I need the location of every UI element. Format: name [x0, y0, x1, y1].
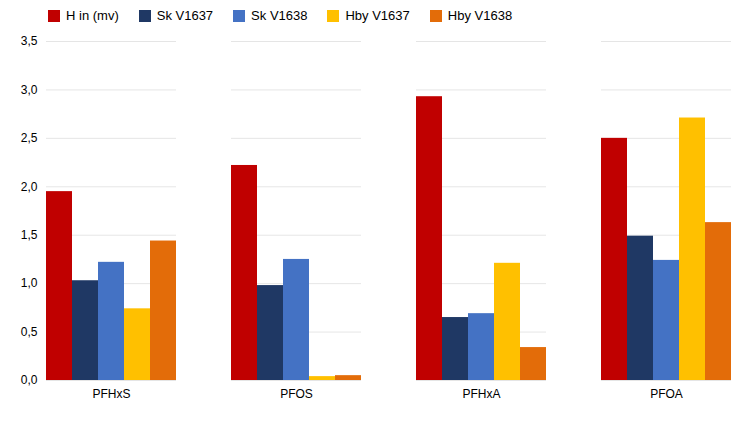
html-text:H in (mv): H in (mv)	[66, 8, 119, 23]
svg-text:3,0: 3,0	[21, 83, 38, 97]
svg-text:2,0: 2,0	[21, 180, 38, 194]
svg-text:PFHxA: PFHxA	[462, 387, 500, 401]
svg-text:3,5: 3,5	[21, 34, 38, 48]
svg-text:0,5: 0,5	[21, 325, 38, 339]
html-text:Hby V1638: Hby V1638	[447, 8, 513, 23]
svg-text:2,5: 2,5	[21, 131, 38, 145]
svg-text:1,0: 1,0	[21, 276, 38, 290]
html-text:Sk V1637: Sk V1637	[156, 8, 214, 23]
svg-text:0,0: 0,0	[21, 373, 38, 387]
svg-text:PFHxS: PFHxS	[92, 387, 130, 401]
svg-text:1,5: 1,5	[21, 228, 38, 242]
svg-text:PFOA: PFOA	[650, 387, 683, 401]
html-text:Sk V1638: Sk V1638	[251, 8, 308, 23]
html-text:Hby V1637: Hby V1637	[345, 8, 410, 23]
svg-text:PFOS: PFOS	[280, 387, 313, 401]
